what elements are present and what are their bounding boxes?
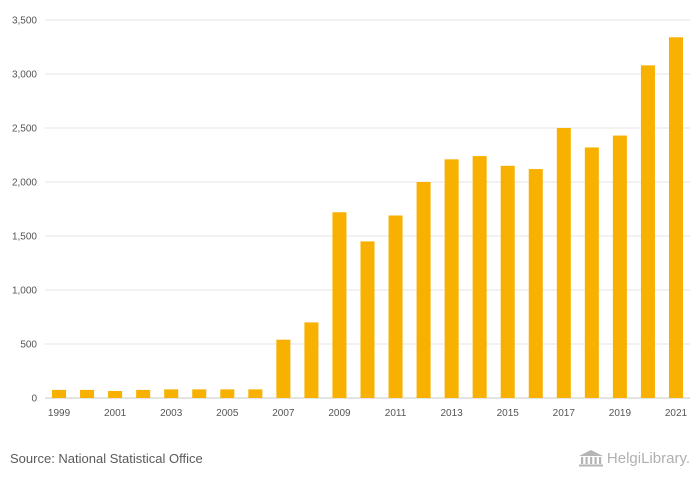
bar-2013 <box>444 159 459 398</box>
bar-1999 <box>52 389 67 398</box>
bar-2021 <box>668 37 683 398</box>
x-tick-label: 2019 <box>609 408 632 419</box>
bar-2020 <box>640 65 655 399</box>
source-note: Source: National Statistical Office <box>10 451 203 466</box>
y-tick-label: 0 <box>31 394 37 405</box>
bar-2016 <box>528 169 543 398</box>
x-tick-label: 2011 <box>385 408 407 419</box>
x-tick-label: 2009 <box>328 408 351 419</box>
bar-2012 <box>416 182 431 398</box>
y-tick-label: 3,000 <box>12 70 37 81</box>
x-tick-label: 2017 <box>553 408 576 419</box>
brand-logo: HelgiLibrary. <box>578 449 690 467</box>
y-tick-label: 1,000 <box>12 286 37 297</box>
bar-2008 <box>304 322 319 398</box>
x-tick-label: 2015 <box>497 408 520 419</box>
bar-2015 <box>500 165 515 398</box>
bar-2004 <box>192 389 207 398</box>
bars <box>52 37 683 399</box>
bar-2007 <box>276 339 291 398</box>
x-axis-tick-labels: 1999 2001 2003 2005 2007 2009 2011 2013 2015 2017… <box>48 408 688 419</box>
bar-2001 <box>108 390 123 398</box>
y-axis-tick-labels: 0 500 1,000 1,500 2,000 2,500 3,000 3,500 <box>12 16 37 405</box>
x-tick-label: 2005 <box>216 408 239 419</box>
bar-2019 <box>612 135 627 398</box>
bar-2010 <box>360 241 375 398</box>
bar-2003 <box>164 389 179 398</box>
y-tick-label: 3,500 <box>12 16 37 27</box>
bar-2006 <box>248 389 263 398</box>
bar-2011 <box>388 215 403 398</box>
bar-2017 <box>556 128 571 398</box>
library-building-icon <box>578 449 604 467</box>
bar-2000 <box>80 389 95 398</box>
bar-2018 <box>584 147 599 398</box>
bar-2002 <box>136 389 151 398</box>
x-tick-label: 2021 <box>665 408 688 419</box>
x-tick-label: 2013 <box>441 408 464 419</box>
brand-name: HelgiLibrary. <box>606 449 690 467</box>
x-tick-label: 1999 <box>48 408 71 419</box>
bar-chart: 0 500 1,000 1,500 2,000 2,500 3,000 3,500 1999 2… <box>12 16 690 419</box>
x-tick-label: 2001 <box>104 408 127 419</box>
y-tick-label: 2,000 <box>12 178 37 189</box>
bar-2014 <box>472 156 487 398</box>
bar-2005 <box>220 389 235 398</box>
y-tick-label: 500 <box>20 340 37 351</box>
y-tick-label: 1,500 <box>12 232 37 243</box>
bar-2009 <box>332 212 347 398</box>
y-tick-label: 2,500 <box>12 124 37 135</box>
x-tick-label: 2007 <box>272 408 295 419</box>
x-tick-label: 2003 <box>160 408 183 419</box>
